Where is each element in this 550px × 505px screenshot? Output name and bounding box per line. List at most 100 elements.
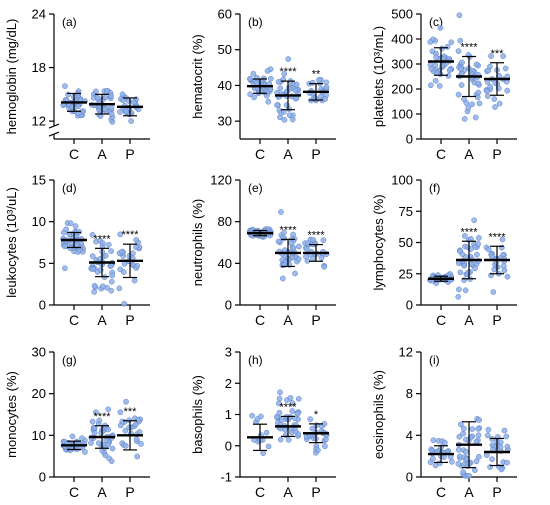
data-point bbox=[455, 293, 462, 300]
data-point bbox=[102, 452, 109, 459]
data-point bbox=[99, 283, 106, 290]
data-point bbox=[281, 71, 288, 77]
data-point bbox=[456, 286, 462, 293]
y-tick-label: 0 bbox=[406, 132, 413, 147]
data-point bbox=[138, 441, 144, 447]
data-point bbox=[134, 262, 141, 269]
panel-e: 0 40 80 120 neutrophils (%) (e) C A **** P **** bbox=[190, 173, 336, 328]
data-point bbox=[101, 106, 108, 113]
significance-marker: **** bbox=[307, 230, 325, 242]
data-point bbox=[474, 94, 481, 101]
data-point bbox=[117, 231, 124, 238]
data-point bbox=[88, 440, 94, 446]
y-tick-label: 3 bbox=[225, 345, 232, 360]
data-point bbox=[119, 91, 126, 98]
data-point bbox=[89, 418, 96, 425]
data-point bbox=[293, 81, 300, 88]
data-point bbox=[472, 467, 478, 474]
data-point bbox=[497, 439, 504, 446]
y-tick-label: 10 bbox=[32, 428, 46, 443]
data-point bbox=[427, 82, 434, 89]
data-point bbox=[473, 61, 480, 68]
data-point bbox=[430, 437, 437, 444]
data-point bbox=[429, 48, 436, 55]
data-point bbox=[427, 39, 434, 45]
panel-a: 12 18 24 hemoglobin (mg/dL) (a) C A P bbox=[4, 7, 150, 162]
data-point bbox=[504, 443, 511, 450]
data-point bbox=[267, 75, 274, 82]
data-point bbox=[287, 394, 294, 401]
data-point bbox=[295, 396, 302, 402]
y-axis-label: eosinophils (%) bbox=[371, 370, 386, 459]
data-point bbox=[460, 430, 466, 437]
data-point bbox=[309, 425, 316, 432]
category-label-A: A bbox=[464, 146, 474, 162]
data-point bbox=[473, 438, 480, 445]
y-tick-label: 15 bbox=[32, 173, 46, 188]
data-point bbox=[490, 289, 497, 295]
significance-marker: **** bbox=[93, 411, 111, 423]
data-point bbox=[274, 102, 280, 108]
data-point bbox=[285, 437, 292, 443]
data-point bbox=[429, 447, 436, 454]
data-point bbox=[315, 447, 321, 454]
significance-marker: **** bbox=[460, 42, 478, 54]
y-tick-label: 0 bbox=[225, 298, 232, 313]
data-point bbox=[483, 452, 490, 459]
data-point bbox=[281, 117, 288, 123]
y-tick-label: 60 bbox=[218, 7, 232, 22]
data-point bbox=[475, 432, 482, 439]
data-point bbox=[119, 418, 126, 425]
significance-marker: **** bbox=[279, 66, 297, 78]
data-point bbox=[288, 239, 294, 246]
y-tick-label: 50 bbox=[218, 42, 232, 57]
panel-label: (d) bbox=[62, 181, 77, 195]
data-point bbox=[108, 458, 115, 464]
data-point bbox=[469, 101, 475, 108]
data-point bbox=[91, 429, 98, 436]
data-point bbox=[475, 426, 482, 432]
data-point bbox=[133, 237, 140, 243]
panel-h: -1 0 1 2 3 basophils (%) (h) C A **** P * bbox=[190, 345, 336, 500]
category-label-C: C bbox=[255, 484, 265, 500]
y-tick-label: 0 bbox=[39, 470, 46, 485]
data-point bbox=[322, 96, 328, 102]
data-point bbox=[120, 97, 126, 104]
data-point bbox=[108, 262, 115, 269]
data-point bbox=[82, 449, 88, 455]
data-point bbox=[502, 65, 509, 72]
data-point bbox=[500, 263, 507, 270]
data-point bbox=[475, 89, 482, 96]
data-point bbox=[276, 395, 283, 402]
y-tick-label: 10 bbox=[32, 214, 46, 229]
data-point bbox=[126, 424, 133, 431]
data-point bbox=[74, 241, 80, 248]
data-point bbox=[475, 80, 482, 87]
data-point bbox=[276, 400, 282, 407]
data-point bbox=[67, 220, 74, 227]
data-point bbox=[62, 83, 68, 89]
data-point bbox=[476, 235, 482, 241]
data-point bbox=[75, 103, 82, 110]
data-point bbox=[103, 87, 110, 94]
panel-label: (h) bbox=[248, 353, 263, 367]
data-point bbox=[108, 278, 115, 285]
data-point bbox=[504, 459, 510, 466]
data-point bbox=[457, 248, 463, 254]
data-point bbox=[488, 53, 494, 59]
data-point bbox=[432, 462, 439, 469]
data-point bbox=[487, 83, 493, 90]
data-point bbox=[456, 12, 463, 19]
data-point bbox=[72, 223, 79, 229]
data-point bbox=[457, 65, 464, 72]
data-point bbox=[460, 469, 467, 475]
significance-marker: **** bbox=[93, 233, 111, 245]
data-point bbox=[108, 104, 115, 111]
panel-label: (i) bbox=[429, 353, 440, 367]
data-point bbox=[497, 444, 504, 450]
data-point bbox=[131, 277, 138, 284]
data-point bbox=[456, 453, 463, 460]
data-point bbox=[247, 91, 254, 98]
data-point bbox=[128, 118, 135, 124]
data-point bbox=[89, 232, 96, 238]
